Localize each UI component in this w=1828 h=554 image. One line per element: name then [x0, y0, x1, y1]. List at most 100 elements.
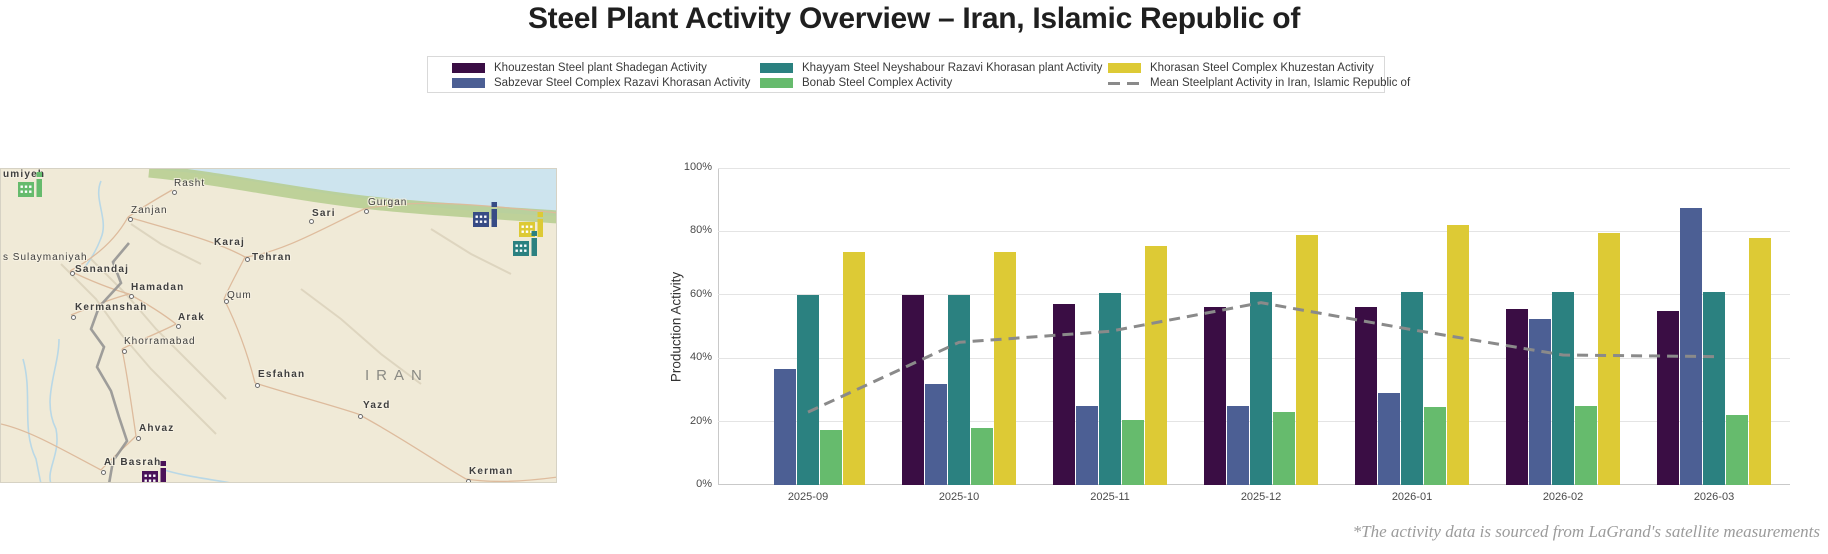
legend-color-swatch [760, 63, 793, 73]
map-city-label: Al Basrah [104, 457, 162, 468]
map-city-marker [136, 436, 141, 441]
bar-2025-12-series4 [1296, 234, 1318, 485]
map-city-marker [309, 219, 314, 224]
map-city-label: Qum [227, 290, 252, 301]
bar-2026-01-series0 [1355, 307, 1377, 485]
x-tick-label: 2025-11 [1090, 491, 1130, 503]
map-city-marker [224, 299, 229, 304]
bar-2026-03-series4 [1749, 237, 1771, 485]
legend-color-swatch [1108, 63, 1141, 73]
map-city-marker [70, 271, 75, 276]
map-city-marker [172, 190, 177, 195]
bar-2025-12-series3 [1273, 412, 1295, 485]
legend-label: Khouzestan Steel plant Shadegan Activity [494, 62, 707, 74]
legend-item: Sabzevar Steel Complex Razavi Khorasan A… [452, 77, 760, 89]
bar-2025-10-series0 [902, 294, 924, 485]
bar-2026-01-series2 [1401, 291, 1423, 485]
bar-2025-11-series4 [1145, 245, 1167, 485]
map-city-marker [129, 294, 134, 299]
legend-item: Bonab Steel Complex Activity [760, 77, 1108, 89]
gridline [718, 167, 1790, 169]
iran-map: umiyeh Rasht Gurgan Zanjan Sari Karaj Tehran s … [0, 168, 557, 483]
x-tick-label: 2026-01 [1391, 491, 1433, 503]
map-city-marker [176, 324, 181, 329]
mean-activity-line [807, 301, 1715, 414]
map-city-label: Sari [312, 208, 336, 219]
bar-2026-02-series1 [1529, 318, 1551, 485]
bar-2025-11-series1 [1076, 405, 1098, 485]
legend-label: Bonab Steel Complex Activity [802, 77, 953, 89]
gridline [718, 230, 1790, 232]
legend-label: Khayyam Steel Neyshabour Razavi Khorasan… [802, 62, 1103, 74]
map-city-marker [358, 414, 363, 419]
factory-icon-sabzevar-steel-complex [473, 202, 500, 232]
x-tick-label: 2026-02 [1542, 491, 1584, 503]
map-terrain [1, 169, 556, 482]
y-tick-label: 100% [683, 161, 712, 173]
factory-icon-khouzestan-steel-plant [142, 461, 169, 482]
bar-2026-03-series3 [1726, 415, 1748, 485]
source-footnote: *The activity data is sourced from LaGra… [1352, 522, 1820, 541]
x-tick-label: 2025-09 [787, 491, 829, 503]
factory-icon-khayyam-steel-neyshabour [513, 231, 540, 261]
map-city-marker [122, 349, 127, 354]
bar-2026-01-series3 [1424, 407, 1446, 485]
legend-dash-swatch [1108, 81, 1141, 85]
factory-icon-bonab-steel-complex [18, 172, 45, 202]
x-tick-label: 2026-03 [1693, 491, 1735, 503]
map-city-label: Esfahan [258, 369, 306, 380]
legend-item: Khouzestan Steel plant Shadegan Activity [452, 62, 760, 74]
map-city-marker [255, 383, 260, 388]
bar-2026-02-series3 [1575, 405, 1597, 485]
y-tick-label: 80% [689, 224, 712, 237]
map-city-label: Yazd [363, 400, 391, 411]
y-tick-label: 60% [689, 287, 712, 300]
bar-2026-03-series1 [1680, 207, 1702, 485]
bar-2025-11-series0 [1053, 304, 1075, 485]
bar-2025-10-series3 [971, 427, 993, 485]
legend-color-swatch [452, 63, 485, 73]
bar-2026-02-series4 [1598, 232, 1620, 485]
y-tick-label: 20% [689, 414, 712, 427]
bar-2026-03-series0 [1657, 310, 1679, 485]
map-city-label: Tehran [252, 252, 292, 263]
bar-2025-11-series2 [1099, 293, 1121, 485]
map-city-marker [466, 479, 471, 482]
map-city-label: Khorramabad [124, 336, 196, 347]
x-tick-label: 2025-10 [938, 491, 980, 503]
map-city-label: Rasht [174, 178, 206, 189]
map-city-marker [128, 217, 133, 222]
map-city-label: Hamadan [131, 282, 185, 293]
legend-color-swatch [452, 78, 485, 88]
map-city-label: Kermanshah [75, 302, 148, 313]
bar-2026-01-series4 [1447, 225, 1469, 485]
map-city-marker [364, 209, 369, 214]
bar-2025-11-series3 [1122, 420, 1144, 485]
bar-2026-02-series0 [1506, 309, 1528, 485]
page-title: Steel Plant Activity Overview – Iran, Is… [527, 2, 1301, 35]
map-country-label: IRAN [365, 367, 429, 384]
bar-2025-12-series2 [1250, 291, 1272, 485]
factory-icon-khorasan-steel-complex [519, 212, 546, 242]
bar-2026-03-series2 [1703, 291, 1725, 485]
map-city-label: s Sulaymaniyah [3, 252, 88, 263]
bar-2026-02-series2 [1552, 291, 1574, 485]
bar-2025-10-series4 [994, 252, 1016, 485]
bar-2025-09-series2 [797, 294, 819, 485]
map-city-marker [245, 257, 250, 262]
legend-item: Mean Steelplant Activity in Iran, Islami… [1108, 77, 1410, 89]
x-tick-label: 2025-12 [1240, 491, 1282, 503]
map-city-label: Arak [178, 312, 206, 323]
legend-item: Khorasan Steel Complex Khuzestan Activit… [1108, 62, 1398, 74]
legend-color-swatch [760, 78, 793, 88]
chart-legend: Khouzestan Steel plant Shadegan Activity… [427, 56, 1410, 93]
bar-2025-12-series1 [1227, 405, 1249, 485]
bar-2025-09-series1 [774, 369, 796, 485]
legend-label: Mean Steelplant Activity in Iran, Islami… [1150, 77, 1411, 89]
bar-2026-01-series1 [1378, 393, 1400, 485]
map-city-marker [101, 470, 106, 475]
map-city-label: Gurgan [368, 197, 408, 208]
map-city-label: Zanjan [131, 205, 168, 216]
bar-2025-10-series1 [925, 383, 947, 485]
